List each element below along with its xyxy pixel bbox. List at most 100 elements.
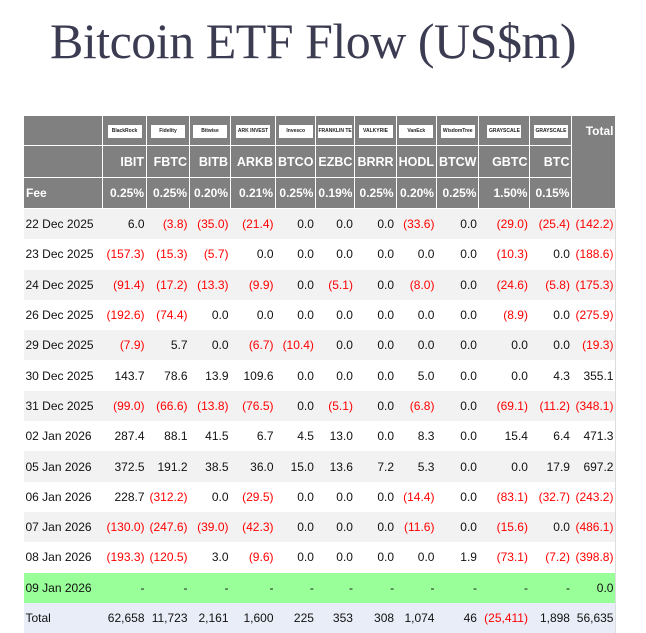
row-date: 26 Dec 2025 [23,299,103,331]
table-row: 07 Jan 2026 (130.0) (247.6) (39.0) (42.3) 0.0… [23,511,617,543]
flow-value: 5.7 [146,330,190,361]
flow-value: (8.9) [478,299,530,331]
fund-logo: GRAYSCALE [487,124,522,138]
row-date: 31 Dec 2025 [23,390,103,422]
flow-value: 0.0 [230,239,276,270]
row-total-value: 697.2 [571,451,617,482]
flow-value: 0.0 [436,421,479,452]
flow-value: 287.4 [102,421,147,452]
flow-value: (130.0) [102,511,147,543]
flow-value: - [529,572,572,603]
flow-value: (11.2) [529,390,572,422]
ticker-row: IBIT FBTC BITB ARKB BTCO EZBC BRRR HODL BTCW GBTC… [23,145,616,178]
flow-value: (39.0) [189,511,231,543]
flow-value: 0.0 [354,239,397,270]
flow-value: (7.2) [529,542,572,573]
flow-value: 0.0 [436,330,479,361]
flow-value: 0.0 [275,542,316,573]
flow-value: 0.0 [189,481,231,512]
flow-value: 6.0 [102,208,147,240]
flow-value: (83.1) [478,481,530,512]
flow-value: 6.4 [529,421,572,452]
flow-value: 0.0 [436,360,479,391]
ticker-header: GBTC [478,145,531,178]
flow-value: (193.3) [102,542,147,573]
fee-label: Fee [23,177,103,209]
flow-value: (120.5) [146,542,190,573]
flow-value: 13.6 [315,451,355,482]
flow-value: 0.0 [436,239,479,270]
flow-value: 0.0 [529,330,572,361]
flow-value: - [230,572,276,603]
header-blank [23,145,103,178]
fee-value: 0.20% [189,177,231,209]
fee-value: 0.25% [274,177,317,209]
flow-value: 0.0 [315,481,355,512]
flow-value: 2,161 [189,602,231,633]
flow-value: 0.0 [315,208,355,240]
flow-value: 0.0 [315,542,355,573]
row-date: 24 Dec 2025 [23,269,103,300]
logo-cell: Fidelity [146,115,190,146]
flow-value: (99.0) [102,390,147,422]
row-date: Total [23,602,103,633]
logo-cell: ARK INVEST [230,115,276,146]
row-total-value: (486.1) [571,511,617,543]
logo-cell: VanEck [395,115,437,146]
ticker-header: BTCO [274,145,317,178]
flow-value: 88.1 [146,421,190,452]
flow-value: (312.2) [146,481,190,512]
flow-value: (15.3) [146,239,190,270]
fund-logo: Bitwise [193,124,227,138]
etf-flow-table: BlackRock Fidelity Bitwise ARK INVEST Invesc… [23,115,617,633]
flow-value: 13.0 [315,421,355,452]
fund-logo: Fidelity [151,124,185,138]
fund-logo: ARK INVEST [236,124,270,138]
flow-value: 0.0 [436,269,479,300]
row-date: 05 Jan 2026 [23,451,103,482]
fee-value: 0.25% [102,177,147,209]
flow-value: (8.0) [396,269,437,300]
flow-value: 225 [275,602,316,633]
flow-value: (24.6) [478,269,530,300]
flow-value: 0.0 [436,390,479,422]
row-total-value: (142.2) [571,208,617,240]
logo-cell: GRAYSCALE [478,115,531,146]
row-total-value: (188.6) [571,239,617,270]
flow-value: (11.6) [396,511,437,543]
flow-value: 0.0 [354,511,397,543]
fee-value: 0.19% [315,177,356,209]
flow-value: 1,600 [230,602,276,633]
ticker-header: BTCW [435,145,480,178]
flow-value: 0.0 [478,330,530,361]
flow-value: 7.2 [354,451,397,482]
ticker-header: FBTC [146,145,190,178]
fee-value: 0.25% [354,177,397,209]
flow-value: 4.3 [529,360,572,391]
flow-value: (157.3) [102,239,147,270]
flow-value: 0.0 [354,360,397,391]
table-row: 02 Jan 2026 287.4 88.1 41.5 6.7 4.5 13.0 0.0 8.3… [23,421,617,452]
flow-value: (15.6) [478,511,530,543]
flow-value: (25,411) [478,602,530,633]
fee-value: 0.21% [230,177,276,209]
flow-value: - [478,572,530,603]
row-date: 30 Dec 2025 [23,360,103,391]
row-total-value: (19.3) [571,330,617,361]
flow-value: (29.5) [230,481,276,512]
flow-value: 0.0 [354,390,397,422]
flow-value: 0.0 [315,511,355,543]
flow-value: 0.0 [354,421,397,452]
flow-value: (6.7) [230,330,276,361]
table-row: 30 Dec 2025 143.7 78.6 13.9 109.6 0.0 0.0 0.0 5.… [23,360,617,391]
flow-value: 0.0 [275,239,316,270]
flow-value: (7.9) [102,330,147,361]
flow-value: 5.3 [396,451,437,482]
fund-logo: WisdomTree [440,124,475,138]
flow-value: 0.0 [396,330,437,361]
row-total-value: (348.1) [571,390,617,422]
row-total-value: 471.3 [571,421,617,452]
flow-value: (42.3) [230,511,276,543]
flow-value: (10.4) [275,330,316,361]
flow-value: (25.4) [529,208,572,240]
